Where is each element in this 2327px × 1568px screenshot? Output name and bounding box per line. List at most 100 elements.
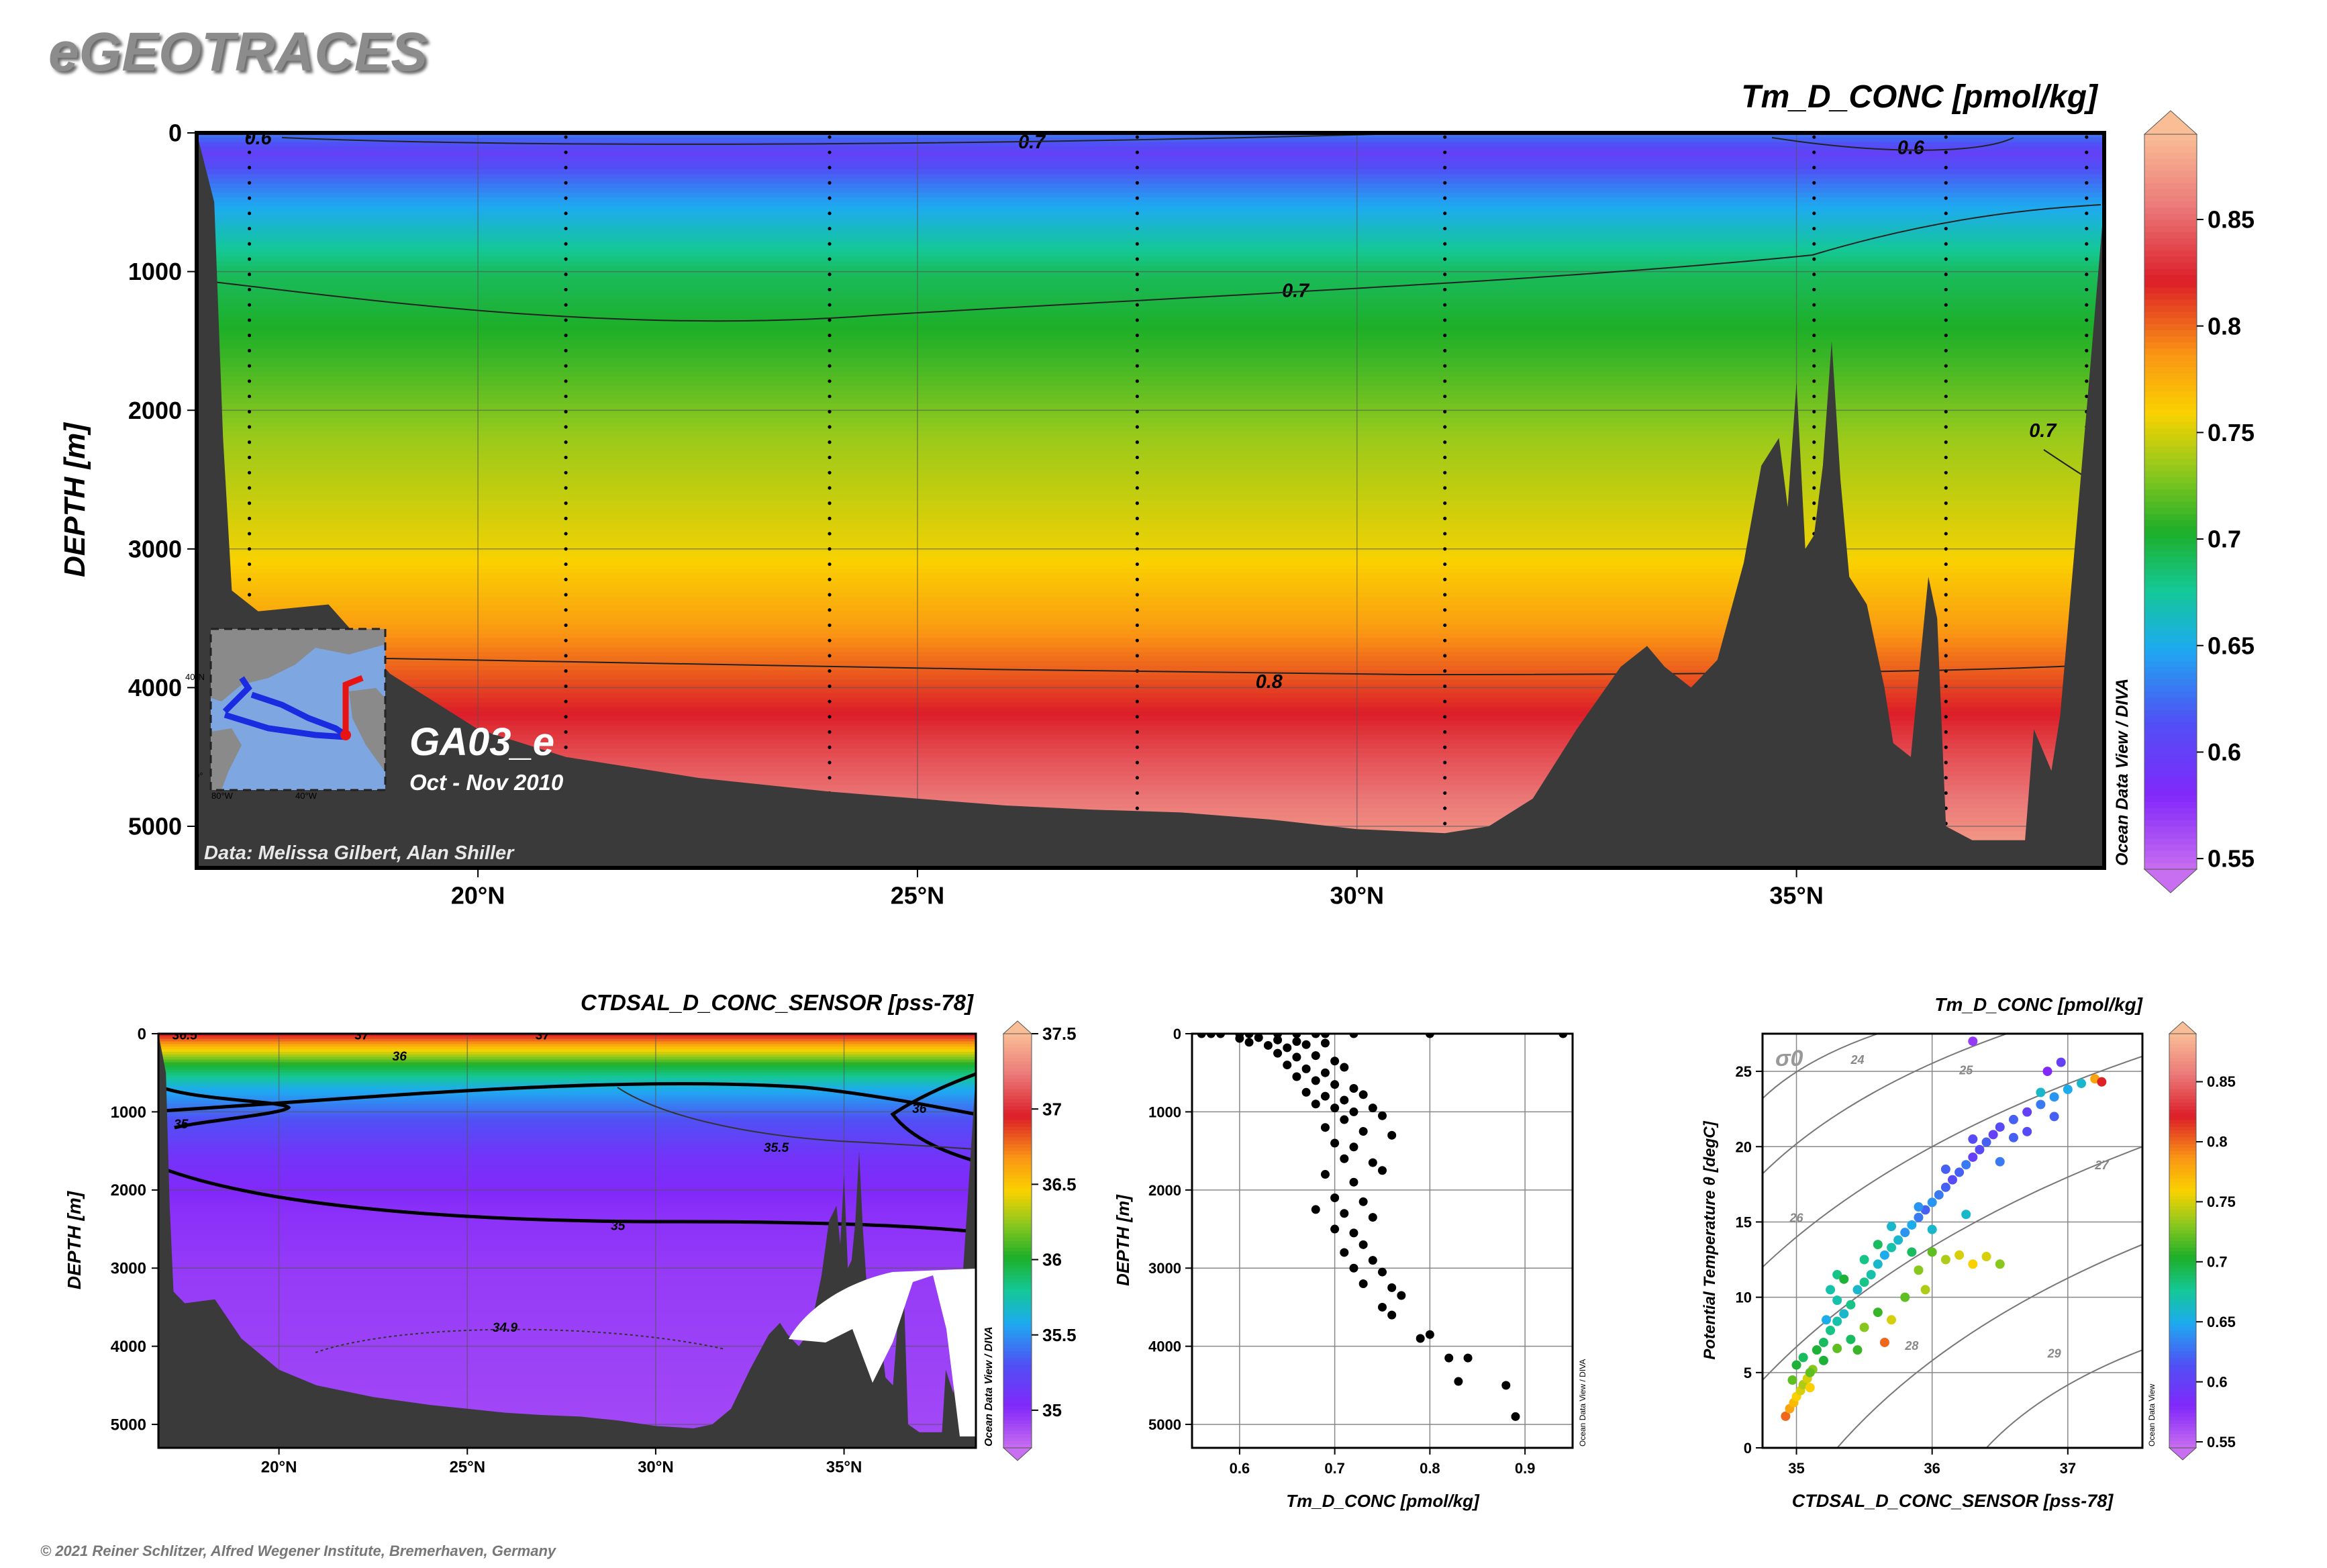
heatmap-band <box>197 767 2104 773</box>
contour-line <box>315 1328 726 1353</box>
colorbar-band <box>2144 317 2197 325</box>
y-tick-label: 3000 <box>1148 1260 1181 1277</box>
station-sample-dot <box>828 150 832 154</box>
station-sample-dot <box>828 334 832 338</box>
station-sample-dot <box>1443 593 1447 597</box>
colorbar-tick-label: 0.7 <box>2208 526 2241 553</box>
station-sample-dot <box>247 425 252 429</box>
colorbar-band <box>1003 1244 1032 1248</box>
heatmap-band <box>197 752 2104 758</box>
heatmap-band <box>197 418 2104 424</box>
station-sample-dot <box>1812 501 1816 505</box>
station-sample-dot <box>247 348 252 352</box>
y-tick-label: 2000 <box>111 1181 146 1199</box>
heatmap-band <box>197 569 2104 575</box>
heatmap-band <box>158 1067 976 1071</box>
profile-point <box>1397 1291 1406 1300</box>
station-sample-dot <box>247 196 252 200</box>
inset-lat-label-2: 0° <box>195 771 203 781</box>
station-sample-dot <box>1135 273 1139 277</box>
heatmap-band <box>158 1165 976 1169</box>
station-sample-dot <box>564 577 568 581</box>
colorbar-band <box>2144 844 2197 852</box>
colorbar-band <box>2169 1323 2196 1328</box>
colorbar-band <box>1003 1078 1032 1083</box>
colorbar-band <box>1003 1040 1032 1045</box>
station-sample-dot <box>1443 791 1447 795</box>
heatmap-band <box>158 1346 976 1351</box>
station-sample-dot <box>1944 242 1948 246</box>
heatmap-band <box>158 1313 976 1317</box>
odv-watermark-salinity: Ocean Data View / DIVA <box>983 1326 995 1447</box>
profile-point <box>1463 1353 1473 1363</box>
colorbar-tick-label: 36.5 <box>1042 1174 1077 1194</box>
colorbar-band <box>2144 544 2197 552</box>
colorbar-band <box>2144 281 2197 289</box>
colorbar-band <box>2144 256 2197 264</box>
colorbar-band <box>2144 587 2197 595</box>
profile-point <box>1378 1267 1387 1277</box>
station-sample-dot <box>1944 638 1948 642</box>
colorbar-band <box>2144 324 2197 331</box>
station-sample-dot <box>1944 516 1948 520</box>
colorbar-band <box>2169 1403 2196 1408</box>
station-sample-dot <box>1812 257 1816 261</box>
salinity-section-plot: CTDSAL_D_CONC_SENSOR [pss-78] 36.5 37 37 36… <box>64 990 995 1476</box>
y-tick-label: 1000 <box>128 258 182 285</box>
station-sample-dot <box>1944 211 1948 215</box>
station-sample-dot <box>1443 638 1447 642</box>
x-tick-label: 35 <box>1788 1460 1804 1477</box>
heatmap-band <box>158 1261 976 1265</box>
colorbar-band <box>2169 1251 2196 1256</box>
profile-point <box>1311 1034 1320 1038</box>
colorbar-band <box>1003 1437 1032 1442</box>
colorbar-band <box>2144 814 2197 821</box>
heatmap-band <box>158 1144 976 1148</box>
heatmap-band <box>158 1196 976 1200</box>
heatmap-band <box>197 505 2104 511</box>
profile-point <box>1340 1209 1349 1218</box>
contour-label: 35.5 <box>764 1141 789 1155</box>
app-logo: eGEOTRACES <box>48 21 428 83</box>
heatmap-band <box>158 1285 976 1288</box>
contour-label: 0.7 <box>2029 420 2057 442</box>
heatmap-band <box>197 220 2104 226</box>
heatmap-band <box>158 1367 976 1371</box>
profile-point <box>1358 1090 1368 1099</box>
station-sample-dot <box>247 242 252 246</box>
station-sample-dot <box>1443 379 1447 383</box>
colorbar-band <box>1003 1089 1032 1093</box>
heatmap-band <box>158 1051 976 1055</box>
station-sample-dot <box>2085 257 2089 261</box>
ts-point <box>2036 1099 2046 1110</box>
station-sample-dot <box>1135 242 1139 246</box>
heatmap-band <box>197 633 2104 639</box>
station-sample-dot <box>1443 745 1447 749</box>
colorbar-band <box>2169 1358 2196 1363</box>
profile-point <box>1330 1193 1340 1202</box>
colorbar-band <box>2169 1410 2196 1414</box>
heatmap-band <box>158 1214 976 1218</box>
ts-point <box>2049 1092 2059 1102</box>
heatmap-band <box>197 565 2104 571</box>
colorbar-band <box>2144 299 2197 307</box>
heatmap-band <box>158 1178 976 1182</box>
colorbar-band <box>2169 1165 2196 1169</box>
heatmap-band <box>197 353 2104 359</box>
heatmap-band <box>197 587 2104 593</box>
colorbar-band <box>2144 538 2197 546</box>
heatmap-band <box>197 326 2104 332</box>
colorbar-band <box>2169 1102 2196 1107</box>
station-sample-dot <box>828 547 832 551</box>
station-sample-dot <box>1812 516 1816 520</box>
heatmap-band <box>158 1059 976 1063</box>
heatmap-band <box>197 192 2104 198</box>
colorbar-band <box>2144 820 2197 828</box>
profile-point <box>1349 1263 1358 1273</box>
colorbar-band <box>1003 1323 1032 1328</box>
station-sample-dot <box>247 150 252 154</box>
station-sample-dot <box>1944 303 1948 307</box>
colorbar-tick-label: 0.65 <box>2207 1314 2236 1330</box>
heatmap-band <box>158 1171 976 1175</box>
heatmap-band <box>197 748 2104 754</box>
